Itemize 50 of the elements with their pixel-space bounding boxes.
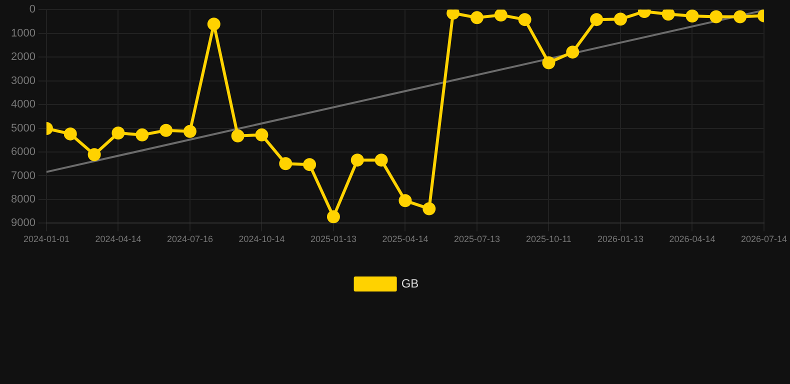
- x-tick-label: 2024-04-14: [95, 234, 142, 244]
- x-tick-label: 2025-04-14: [382, 234, 428, 244]
- point: [350, 154, 364, 167]
- point: [470, 11, 484, 24]
- point: [614, 12, 627, 26]
- x-tick-label: 2026-01-13: [597, 234, 644, 244]
- y-tick-label: 9000: [10, 217, 36, 230]
- point: [662, 10, 675, 21]
- x-tick-label: 2025-07-13: [454, 234, 500, 244]
- x-tick-label: 2026-04-14: [669, 234, 716, 244]
- point: [590, 13, 604, 26]
- x-tick-label: 2024-01-01: [23, 234, 70, 244]
- point: [255, 128, 268, 142]
- point: [398, 194, 412, 208]
- point: [326, 210, 340, 224]
- point: [303, 158, 316, 172]
- point: [734, 10, 747, 24]
- point: [160, 124, 173, 137]
- point: [183, 124, 196, 138]
- point: [279, 157, 292, 170]
- x-tick-label: 2024-07-16: [166, 234, 213, 244]
- point: [686, 10, 699, 23]
- point: [494, 10, 508, 22]
- point: [64, 127, 77, 140]
- x-tick-label: 2025-10-11: [526, 234, 572, 244]
- x-tick-label: 2026-07-14: [740, 234, 788, 244]
- y-tick-label: 3000: [10, 74, 36, 87]
- legend-label: GB: [401, 276, 419, 290]
- y-tick-label: 6000: [10, 146, 36, 158]
- x-tick-label: 2025-01-13: [310, 234, 356, 244]
- point: [542, 56, 556, 70]
- point: [136, 128, 149, 142]
- point: [518, 13, 532, 26]
- point: [231, 129, 244, 142]
- point: [446, 10, 460, 20]
- y-tick-label: 1000: [10, 27, 36, 40]
- y-tick-label: 5000: [10, 122, 36, 134]
- y-tick-label: 4000: [10, 98, 36, 111]
- point: [374, 154, 388, 167]
- point: [422, 202, 436, 216]
- y-tick-label: 2000: [10, 51, 36, 64]
- y-tick-label: 7000: [10, 170, 36, 182]
- point: [710, 10, 723, 24]
- point: [112, 126, 125, 140]
- y-tick-label: 0: [29, 4, 36, 16]
- point: [88, 148, 101, 162]
- point: [207, 18, 220, 31]
- point: [566, 46, 580, 59]
- y-tick-label: 8000: [10, 194, 36, 206]
- x-tick-label: 2024-10-14: [238, 234, 285, 244]
